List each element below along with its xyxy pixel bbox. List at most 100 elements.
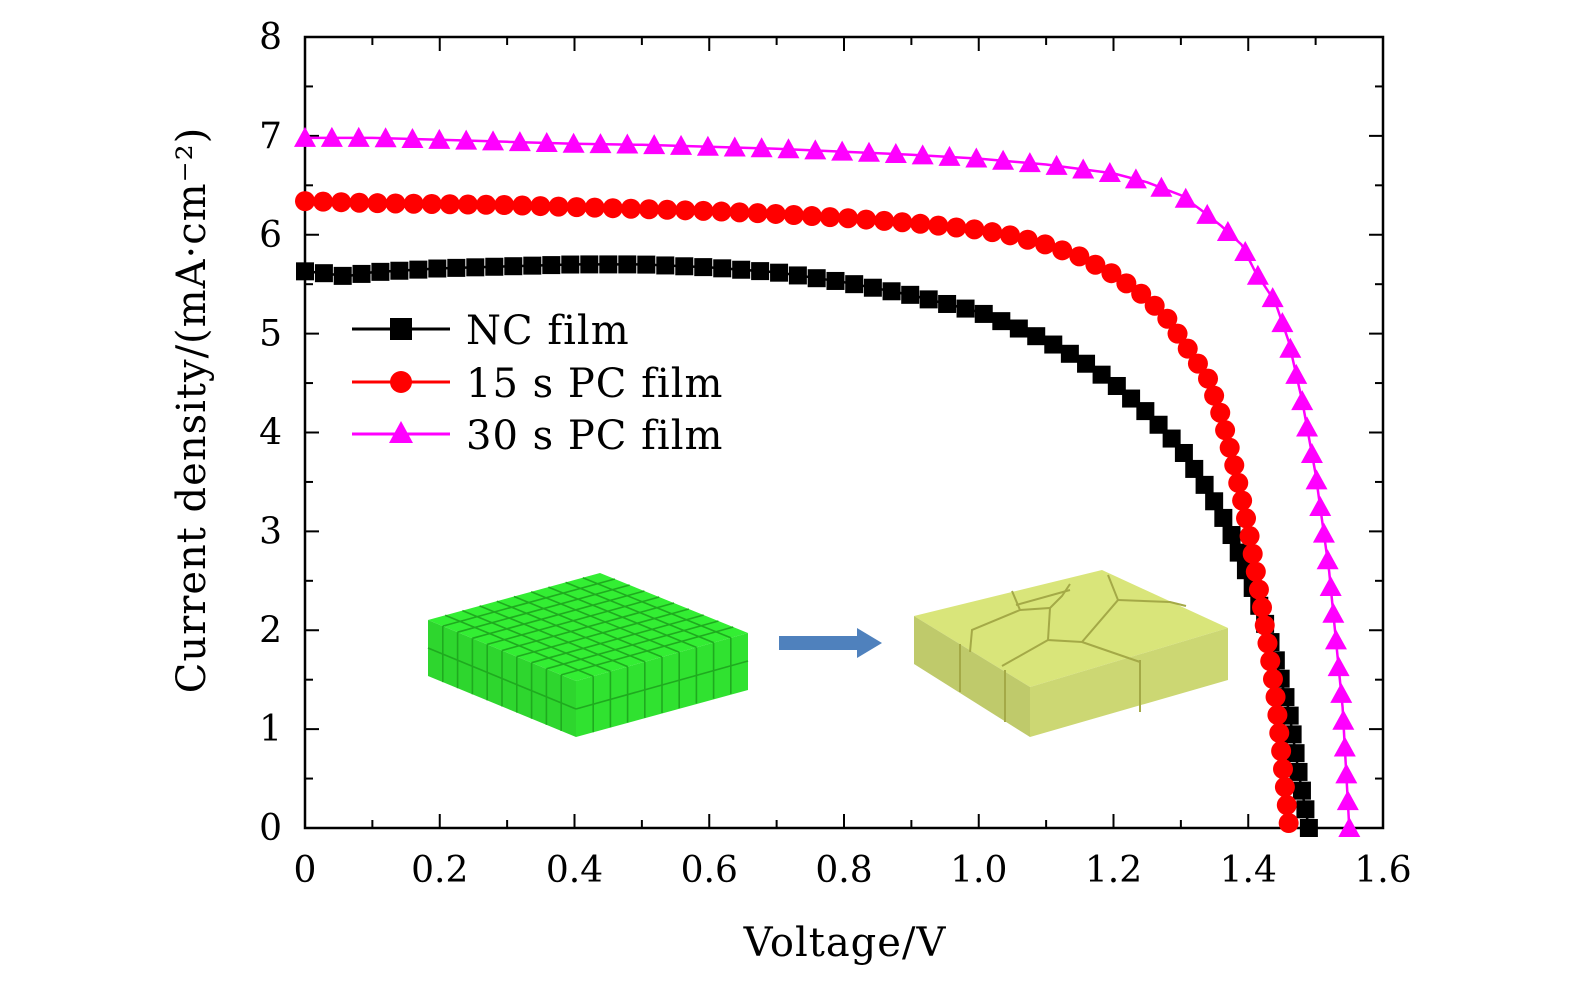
data-point — [494, 195, 515, 216]
data-point — [1254, 615, 1275, 636]
data-point — [466, 258, 485, 277]
data-point — [928, 215, 949, 236]
data-point — [602, 198, 623, 219]
data-point — [1195, 475, 1214, 494]
data-point — [296, 262, 314, 281]
data-point — [1101, 263, 1122, 284]
data-point — [964, 219, 985, 240]
data-point — [637, 255, 656, 274]
data-point — [1296, 800, 1315, 819]
data-point — [1309, 496, 1332, 517]
data-point — [347, 126, 370, 147]
data-point — [783, 204, 804, 225]
data-point — [732, 260, 751, 279]
data-point — [1316, 549, 1339, 570]
data-point — [1052, 240, 1073, 261]
data-point — [1289, 762, 1308, 781]
data-point — [1262, 669, 1283, 690]
data-point — [409, 260, 428, 279]
data-point — [750, 137, 773, 158]
data-point — [777, 138, 800, 159]
data-point — [1305, 469, 1328, 490]
legend-entry-nc-film: NC film — [352, 308, 629, 354]
data-point — [1098, 161, 1121, 182]
legend-entry-30s-pc-film: 30 s PC film — [352, 413, 723, 459]
data-point — [1335, 763, 1358, 784]
data-point — [439, 194, 460, 215]
data-point — [390, 261, 409, 280]
data-point — [1252, 597, 1273, 618]
data-point — [1274, 777, 1295, 798]
data-point — [1018, 152, 1041, 173]
data-point — [1072, 158, 1095, 179]
data-point — [1017, 229, 1038, 250]
data-point — [313, 191, 334, 212]
data-point — [882, 282, 901, 301]
legend: NC film 15 s PC film 30 s PC film — [352, 308, 723, 459]
cube-grid-line — [582, 576, 732, 639]
data-point — [711, 201, 732, 222]
data-point — [485, 257, 504, 276]
data-point — [1246, 264, 1269, 285]
data-point — [1269, 722, 1290, 743]
data-point — [1035, 234, 1056, 255]
data-point — [584, 197, 605, 218]
data-point — [1185, 459, 1204, 478]
data-point — [1107, 376, 1126, 395]
data-point — [1271, 740, 1292, 761]
data-point — [1279, 337, 1302, 358]
transition-arrow-icon — [779, 628, 882, 658]
data-point — [807, 269, 826, 288]
data-point — [1260, 651, 1281, 672]
data-point — [1319, 575, 1342, 596]
data-point — [1136, 402, 1155, 421]
y-tick-label: 1 — [259, 709, 282, 750]
data-point — [1236, 508, 1257, 529]
data-point — [956, 299, 975, 318]
data-point — [428, 128, 451, 149]
data-point — [367, 193, 388, 214]
data-point — [476, 194, 497, 215]
data-point — [1187, 353, 1208, 374]
data-point — [713, 259, 732, 278]
data-point — [352, 264, 371, 283]
data-point — [1271, 312, 1294, 333]
series-15-s-pc-film — [295, 191, 1299, 834]
data-point — [946, 217, 967, 238]
cube-grid-line — [548, 586, 697, 649]
data-point — [1232, 490, 1253, 511]
data-point — [938, 294, 957, 313]
legend-label-30s-pc-film: 30 s PC film — [466, 413, 723, 459]
axes-layer: 0 0.2 0.4 0.6 0.8 1.0 1.2 1.4 1.6 0 1 2 3 4 5 6 7 8 — [259, 17, 1412, 891]
series-30-s-pc-film — [294, 126, 1361, 837]
data-point — [455, 129, 478, 150]
y-tick-label: 7 — [259, 116, 282, 157]
data-point — [1210, 402, 1231, 423]
data-point — [1131, 283, 1152, 304]
data-point — [639, 199, 660, 220]
cube-grid-line — [565, 581, 714, 644]
data-point — [788, 266, 807, 285]
data-point — [349, 192, 370, 213]
legend-entry-15s-pc-film: 15 s PC film — [352, 361, 722, 407]
data-point — [919, 290, 938, 309]
data-point — [910, 213, 931, 234]
x-tick-label: 0.2 — [411, 850, 468, 891]
data-point — [428, 259, 447, 278]
x-tick-label: 1.0 — [950, 850, 1007, 891]
data-point — [819, 207, 840, 228]
data-point — [1324, 629, 1347, 650]
data-point — [675, 200, 696, 221]
data-point — [504, 257, 523, 276]
data-point — [1278, 813, 1299, 834]
data-point — [294, 126, 316, 147]
data-point — [838, 208, 859, 229]
data-point — [1300, 442, 1323, 463]
series-nc-film — [296, 255, 1318, 837]
data-point — [938, 145, 961, 166]
data-point — [982, 222, 1003, 243]
data-point — [535, 131, 558, 152]
data-point — [1299, 819, 1318, 837]
data-point — [1330, 682, 1353, 703]
x-tick-label: 0.6 — [681, 850, 738, 891]
